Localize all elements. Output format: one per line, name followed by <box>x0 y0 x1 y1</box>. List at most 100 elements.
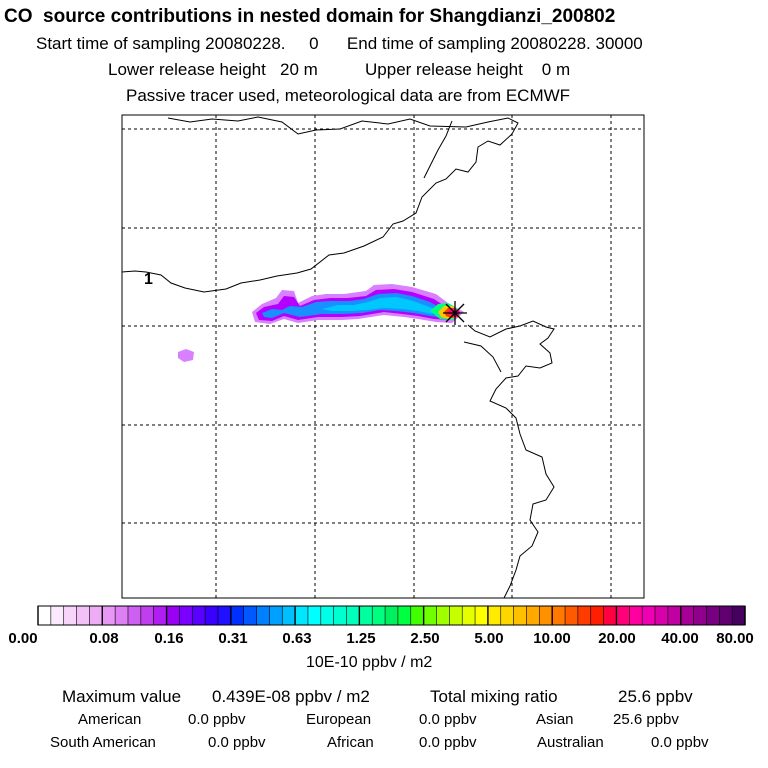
colorbar-cell <box>320 605 335 626</box>
colorbar-cell <box>101 605 116 626</box>
colorbar-cell <box>243 605 258 626</box>
colorbar-cell <box>603 605 618 626</box>
colorbar-cell <box>204 605 219 626</box>
total-mixing-label: Total mixing ratio <box>430 687 558 706</box>
colorbar-cell <box>346 605 360 626</box>
contour-label: 1 <box>144 271 153 288</box>
colorbar-cell <box>410 605 425 626</box>
colorbar-cell <box>718 605 733 626</box>
region-value-african: 0.0 ppbv <box>419 734 477 751</box>
colorbar-cell <box>449 605 463 626</box>
colorbar-tick-label: 0.00 <box>8 630 38 647</box>
colorbar-cell <box>551 605 566 626</box>
region-name-european: European <box>306 711 372 728</box>
colorbar-tick-label: 0.31 <box>218 630 248 647</box>
upper-height-value: 0 m <box>541 60 571 79</box>
colorbar-cell <box>179 605 193 626</box>
colorbar-frame <box>37 605 746 626</box>
colorbar-cell <box>294 605 309 626</box>
colorbar-cell <box>37 605 52 626</box>
total-mixing-value: 25.6 ppbv <box>618 687 693 706</box>
plume-cyan <box>322 297 438 314</box>
colorbar-tick-label: 40.00 <box>661 630 699 647</box>
colorbar-cell <box>307 605 322 626</box>
colorbar-cell <box>731 605 746 626</box>
colorbar-tick-label: 80.00 <box>716 630 754 647</box>
colorbar-cell <box>526 605 540 626</box>
colorbar-cell <box>641 605 656 626</box>
colorbar-tick-label: 1.25 <box>346 630 376 647</box>
colorbar-tick-label: 0.08 <box>89 630 119 647</box>
colorbar-cell <box>539 605 553 626</box>
region-value-south-american: 0.0 ppbv <box>208 734 266 751</box>
map-panel: 1 <box>121 114 645 599</box>
upper-height-label: Upper release height <box>365 60 523 79</box>
colorbar-cell <box>114 605 129 626</box>
colorbar-cell <box>667 605 682 626</box>
start-time-value: 20080228. 0 <box>205 34 319 53</box>
colorbar-cell <box>693 605 708 626</box>
max-value: 0.439E-08 ppbv / m2 <box>212 687 370 706</box>
colorbar-unit: 10E-10 ppbv / m2 <box>306 654 433 671</box>
tracer-note: Passive tracer used, meteorological data… <box>126 86 571 105</box>
map-frame <box>121 114 645 599</box>
colorbar-tick-label: 5.00 <box>474 630 504 647</box>
colorbar-cell <box>397 605 412 626</box>
lat-lon-grid <box>122 115 644 598</box>
plume-isolated-patch <box>178 349 194 362</box>
region-value-australian: 0.0 ppbv <box>651 734 709 751</box>
colorbar-tick-label: 0.63 <box>282 630 312 647</box>
colorbar-cell <box>166 605 181 626</box>
colorbar-cell <box>230 605 245 626</box>
region-name-south-american: South American <box>50 734 156 751</box>
colorbar-cell <box>63 605 78 626</box>
region-name-african: African <box>327 734 374 751</box>
colorbar-cell <box>423 605 438 626</box>
colorbar-cell <box>140 605 155 626</box>
sampling-times-row: Start time of sampling 20080228. 0 End t… <box>36 35 643 52</box>
colorbar-cell <box>89 605 103 626</box>
colorbar-tick-label: 20.00 <box>598 630 636 647</box>
colorbar-cell <box>654 605 669 626</box>
colorbar-cell <box>577 605 592 626</box>
region-value-american: 0.0 ppbv <box>188 711 246 728</box>
start-time-label: Start time of sampling <box>36 34 201 53</box>
colorbar-cell <box>127 605 142 626</box>
colorbar-cell <box>217 605 232 626</box>
colorbar-cell <box>513 605 528 626</box>
colorbar-cell <box>384 605 399 626</box>
colorbar-cell <box>333 605 348 626</box>
colorbar-cell <box>680 605 695 626</box>
map-title: CO source contributions in nested domain… <box>4 6 616 27</box>
lower-height-label: Lower release height <box>108 60 266 79</box>
colorbar-cell <box>281 605 296 626</box>
region-name-asian: Asian <box>536 711 574 728</box>
colorbar-cell <box>153 605 168 626</box>
colorbar-cell <box>461 605 476 626</box>
colorbar-cell <box>359 605 373 626</box>
colorbar-cell <box>191 605 206 626</box>
region-value-european: 0.0 ppbv <box>419 711 477 728</box>
colorbar-cell <box>436 605 450 626</box>
colorbar-cells <box>37 605 746 626</box>
max-value-label: Maximum value <box>62 687 182 706</box>
end-time-label: End time of sampling <box>346 34 506 53</box>
colorbar-tick-label: 0.16 <box>154 630 184 647</box>
colorbar-cell <box>269 605 283 626</box>
colorbar-cell <box>474 605 489 626</box>
region-name-australian: Australian <box>537 734 604 751</box>
colorbar-tick-label: 2.50 <box>410 630 440 647</box>
colorbar <box>37 605 746 626</box>
colorbar-cell <box>500 605 515 626</box>
colorbar-cell <box>616 605 630 626</box>
release-heights-row: Lower release height 20 m Upper release … <box>108 61 570 78</box>
colorbar-cell <box>706 605 720 626</box>
end-time-value: 20080228. 30000 <box>510 34 643 53</box>
colorbar-cell <box>76 605 91 626</box>
colorbar-cell <box>50 605 65 626</box>
colorbar-cell <box>629 605 643 626</box>
colorbar-tick-label: 10.00 <box>533 630 571 647</box>
lower-height-value: 20 m <box>280 60 318 79</box>
region-name-american: American <box>78 711 142 728</box>
colorbar-cell <box>590 605 605 626</box>
